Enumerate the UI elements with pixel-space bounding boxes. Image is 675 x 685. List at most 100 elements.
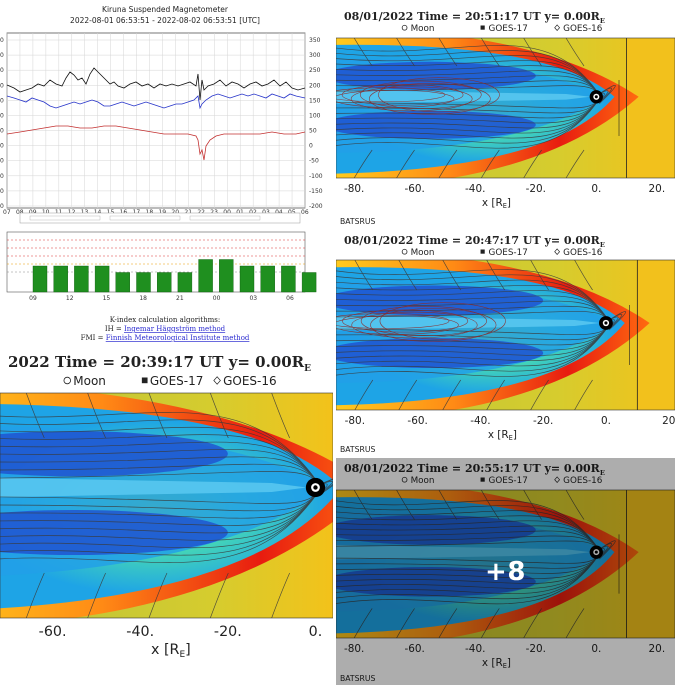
k-index-bar: [198, 259, 213, 293]
sim-header: 08/01/2022 Time = 20:47:17 UT y= 0.00RE: [344, 234, 605, 249]
magnetosphere-image: [336, 38, 675, 178]
hour-tick-label: 21: [184, 209, 192, 216]
x-tick-label: -20.: [526, 183, 546, 195]
hour-tick-label: 16: [120, 209, 128, 216]
left-tick-label: 0: [0, 143, 4, 150]
x-tick-label: 0.: [309, 624, 323, 640]
sim-tile-3[interactable]: 2022 Time = 20:39:17 UT y= 0.00RE Moon GOE…: [0, 345, 333, 685]
more-photos-overlay[interactable]: +8: [336, 458, 675, 685]
trace-blue: [6, 93, 306, 110]
left-tick-label: 0: [0, 188, 4, 195]
goes16-marker-icon: [554, 248, 561, 255]
x-tick-label: -20.: [533, 415, 553, 427]
left-tick-label: 0: [0, 67, 4, 74]
x-tick-label: -60.: [39, 624, 67, 640]
ih-method-link[interactable]: Ingemar Häggström method: [124, 325, 226, 333]
right-tick-label: 100: [309, 112, 321, 119]
x-tick-label: 20.: [649, 643, 666, 655]
k-tick-label: 00: [213, 295, 221, 302]
x-axis-label: x [RE]: [482, 197, 511, 210]
k-algorithms-label: K-index calculation algorithms:: [110, 316, 220, 324]
hour-tick-label: 17: [133, 209, 141, 216]
x-tick-label: -80.: [344, 643, 364, 655]
more-photos-count: +8: [485, 556, 526, 587]
kiruna-magnetometer-tile[interactable]: Kiruna Suspended Magnetometer 2022-08-01…: [0, 0, 333, 343]
red-field-lines: [336, 77, 500, 115]
right-tick-label: 350: [309, 37, 321, 44]
k-index-bar: [53, 265, 68, 293]
hour-tick-label: 00: [223, 209, 231, 216]
x-axis-label: x [RE]: [151, 642, 191, 660]
k-index-bar: [32, 265, 48, 293]
sim-legend: Moon GOES-17 GOES-16: [401, 24, 603, 34]
k-tick-label: 03: [249, 295, 257, 302]
k-index-bar: [281, 265, 296, 293]
source-label: BATSRUS: [340, 217, 375, 226]
hour-tick-label: 05: [288, 209, 296, 216]
goes17-marker-icon: [480, 249, 485, 254]
x-tick-label: -40.: [465, 643, 485, 655]
x-tick-label: -60.: [407, 415, 427, 427]
magnetosphere-plot: 08/01/2022 Time = 20:55:17 UT y= 0.00REM…: [336, 458, 675, 685]
goes17-marker-icon: [480, 477, 485, 482]
x-tick-label: -80.: [345, 415, 365, 427]
sim-header: 08/01/2022 Time = 20:55:17 UT y= 0.00RE: [344, 462, 605, 477]
goes16-legend: GOES-16: [563, 24, 603, 34]
right-tick-label: 0: [309, 143, 313, 150]
sim-header: 08/01/2022 Time = 20:51:17 UT y= 0.00RE: [344, 10, 605, 25]
fmi-method-link[interactable]: Finnish Meteorological Institute method: [106, 334, 250, 342]
goes16-marker-icon: [554, 476, 561, 483]
k-tick-label: 12: [66, 295, 74, 302]
x-tick-label: 0.: [591, 643, 601, 655]
k-index-bar: [177, 272, 193, 293]
x-tick-label: 20: [662, 415, 675, 427]
moon-legend: Moon: [73, 374, 106, 388]
left-tick-label: 0: [0, 97, 4, 104]
x-axis-label: x [RE]: [488, 429, 517, 442]
right-tick-label: 200: [309, 82, 321, 89]
k-index-bar: [156, 272, 172, 293]
goes16-marker-icon: [554, 24, 561, 31]
left-tick-label: 0: [0, 158, 4, 165]
k-tick-label: 21: [176, 295, 184, 302]
left-tick-label: 0: [0, 173, 4, 180]
field-lines: [336, 38, 616, 178]
right-tick-label: -100: [309, 173, 323, 180]
magnetosphere-plot: 08/01/2022 Time = 20:51:17 UT y= 0.00REM…: [336, 0, 675, 228]
moon-marker-icon: [63, 376, 71, 385]
left-tick-label: 0: [0, 37, 4, 44]
trace-red: [6, 125, 306, 161]
hour-tick-label: 14: [94, 209, 102, 216]
k-index-bar: [74, 265, 89, 293]
x-axis-ticks: -80. -60. -40. -20. 0. 20.: [344, 643, 665, 655]
k-index-bar: [260, 265, 275, 293]
goes16-marker-icon: [213, 376, 221, 385]
source-label: BATSRUS: [340, 674, 375, 683]
x-axis-ticks: -80. -60. -40. -20. 0. 20: [345, 415, 675, 427]
k-tick-label: 06: [286, 295, 294, 302]
sim-tile-1[interactable]: 08/01/2022 Time = 20:51:17 UT y= 0.00RE M…: [336, 0, 675, 228]
x-tick-label: -80.: [344, 183, 364, 195]
k-tick-label: 09: [29, 295, 37, 302]
sim-tile-2[interactable]: 08/01/2022 Time = 20:47:17 UT y= 0.00RE M…: [336, 230, 675, 456]
k-index-bar: [136, 272, 151, 293]
x-tick-label: 0.: [601, 415, 611, 427]
right-tick-label: -200: [309, 203, 323, 210]
field-lines: [336, 490, 616, 638]
k-index-bar: [115, 272, 131, 293]
sim-legend: Moon GOES-17 GOES-16: [401, 248, 603, 258]
moon-marker-icon: [401, 476, 408, 483]
x-tick-label: -40.: [470, 415, 490, 427]
moon-marker-icon: [401, 248, 408, 255]
hour-tick-label: 08: [16, 209, 24, 216]
x-tick-label: -40.: [465, 183, 485, 195]
hour-tick-label: 12: [68, 209, 76, 216]
hour-tick-label: 20: [171, 209, 179, 216]
magnetosphere-plot: 08/01/2022 Time = 20:47:17 UT y= 0.00REM…: [336, 230, 675, 456]
sim-tile-4[interactable]: 08/01/2022 Time = 20:55:17 UT y= 0.00RE M…: [336, 458, 675, 685]
hour-tick-label: 02: [249, 209, 257, 216]
mini-legend: [19, 212, 301, 224]
magnetometer-subtitle: 2022-08-01 06:53:51 - 2022-08-02 06:53:5…: [70, 16, 260, 25]
